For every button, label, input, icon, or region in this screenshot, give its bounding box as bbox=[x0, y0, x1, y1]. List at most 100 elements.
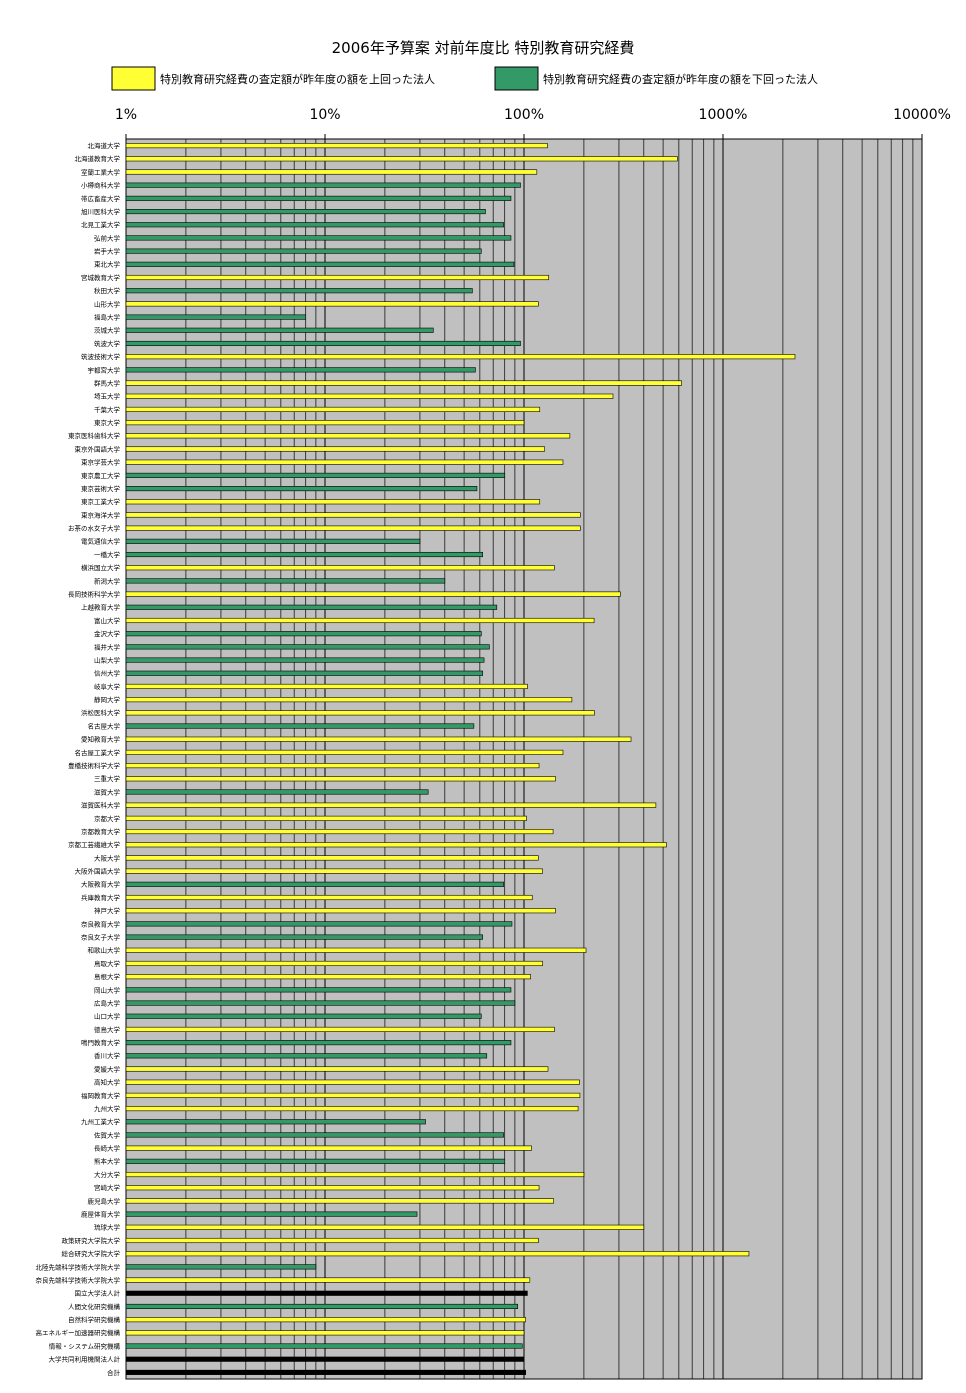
category-label: 政策研究大学院大学 bbox=[62, 1236, 121, 1245]
category-label: 和歌山大学 bbox=[88, 946, 121, 955]
bar bbox=[125, 987, 512, 993]
category-label: 弘前大学 bbox=[94, 233, 121, 242]
category-label: 岩手大学 bbox=[94, 247, 121, 256]
bar bbox=[125, 288, 473, 294]
category-label: 信州大学 bbox=[94, 669, 121, 678]
category-label: 人間文化研究機構 bbox=[68, 1302, 121, 1311]
category-label: 上越教育大学 bbox=[81, 603, 121, 612]
bar bbox=[125, 222, 504, 228]
bar bbox=[125, 1369, 527, 1375]
category-label: 電気通信大学 bbox=[81, 537, 121, 546]
category-label: 鳥取大学 bbox=[94, 959, 121, 968]
bar bbox=[125, 1040, 512, 1046]
category-label: 群馬大学 bbox=[94, 378, 121, 387]
category-label: 国立大学法人計 bbox=[75, 1289, 121, 1298]
category-label: 埼玉大学 bbox=[94, 392, 121, 401]
bar bbox=[125, 565, 555, 571]
bar bbox=[125, 1158, 506, 1164]
legend-label-down: 特別教育研究経費の査定額が昨年度の額を下回った法人 bbox=[543, 72, 818, 86]
bars bbox=[125, 143, 796, 1375]
category-label: 東京外国語大学 bbox=[75, 444, 121, 453]
category-label: 静岡大学 bbox=[94, 695, 121, 704]
category-label: 広島大学 bbox=[94, 998, 121, 1007]
category-label: 東京医科歯科大学 bbox=[68, 431, 121, 440]
category-label: 大分大学 bbox=[94, 1170, 121, 1179]
bar bbox=[125, 446, 545, 452]
bar bbox=[125, 723, 475, 729]
category-label: 名古屋大学 bbox=[88, 721, 121, 730]
bar bbox=[125, 894, 533, 901]
category-label: 総合研究大学院大学 bbox=[62, 1249, 121, 1258]
bar bbox=[125, 881, 504, 887]
category-label: お茶の水女子大学 bbox=[68, 524, 121, 533]
category-label: 北見工業大学 bbox=[81, 220, 121, 229]
category-label: 北海道教育大学 bbox=[75, 154, 121, 163]
bar bbox=[125, 591, 621, 597]
category-label: 東京芸術大学 bbox=[81, 484, 121, 493]
bar bbox=[125, 1317, 527, 1323]
bar bbox=[125, 802, 657, 808]
category-label: 岡山大学 bbox=[94, 985, 121, 994]
category-label: 福井大学 bbox=[94, 642, 121, 651]
category-label: 山形大学 bbox=[94, 299, 121, 308]
category-label: 名古屋工業大学 bbox=[75, 748, 121, 757]
bar bbox=[125, 934, 483, 940]
bar bbox=[125, 815, 527, 821]
legend: 特別教育研究経費の査定額が昨年度の額を上回った法人 特別教育研究経費の査定額が昨… bbox=[111, 66, 818, 91]
bar bbox=[125, 868, 543, 874]
category-label: 鹿屋体育大学 bbox=[81, 1210, 121, 1219]
bar bbox=[125, 354, 796, 360]
bar bbox=[125, 472, 506, 478]
bar bbox=[125, 789, 429, 795]
category-label: 長岡技術科学大学 bbox=[68, 590, 121, 599]
category-label: 大学共同利用機関法人計 bbox=[49, 1355, 121, 1364]
bar bbox=[125, 776, 556, 782]
category-label: 情報・システム研究機構 bbox=[49, 1341, 121, 1350]
bar bbox=[125, 1132, 504, 1138]
category-label: 長崎大学 bbox=[94, 1144, 121, 1153]
bar bbox=[125, 1171, 585, 1178]
bar bbox=[125, 604, 498, 610]
bar bbox=[125, 1290, 528, 1296]
bar bbox=[125, 1330, 525, 1336]
bar bbox=[125, 1198, 554, 1204]
category-label: 香川大学 bbox=[94, 1051, 121, 1060]
category-label: 奈良女子大学 bbox=[81, 932, 121, 941]
x-tick-label: 1000% bbox=[699, 107, 748, 123]
bar bbox=[125, 631, 482, 637]
x-tick-label: 10000% bbox=[893, 107, 951, 123]
category-label: 鳴門教育大学 bbox=[81, 1038, 121, 1047]
bar bbox=[125, 209, 486, 215]
bar bbox=[125, 169, 538, 175]
category-label: 帯広畜産大学 bbox=[81, 194, 121, 203]
bar bbox=[125, 248, 482, 254]
category-label: 合計 bbox=[107, 1368, 121, 1377]
category-label: 大阪大学 bbox=[94, 853, 121, 862]
category-label: 宮崎大学 bbox=[94, 1183, 121, 1192]
category-label: 筑波技術大学 bbox=[81, 352, 121, 361]
x-tick-label: 100% bbox=[504, 107, 544, 123]
category-label: 岐阜大学 bbox=[94, 682, 121, 691]
category-label: 福島大学 bbox=[94, 312, 121, 321]
category-label: 京都工芸繊維大学 bbox=[68, 840, 121, 849]
category-label: 大阪教育大学 bbox=[81, 880, 121, 889]
bar bbox=[125, 736, 632, 742]
category-label: 滋賀医科大学 bbox=[81, 801, 121, 810]
category-label: 茨城大学 bbox=[94, 326, 121, 335]
bar bbox=[125, 1106, 579, 1112]
category-label: 金沢大学 bbox=[94, 629, 121, 638]
bar bbox=[125, 1053, 488, 1059]
bar bbox=[125, 1264, 317, 1270]
bar bbox=[125, 908, 556, 914]
category-label: 鹿児島大学 bbox=[88, 1196, 121, 1205]
category-label: 九州工業大学 bbox=[81, 1117, 121, 1126]
category-label: 東京海洋大学 bbox=[81, 510, 121, 519]
category-label: 宇都宮大学 bbox=[88, 365, 121, 374]
category-label: 山梨大学 bbox=[94, 655, 121, 664]
category-label: 琉球大学 bbox=[94, 1223, 121, 1232]
category-label: 佐賀大学 bbox=[94, 1130, 121, 1139]
category-label: 一橋大学 bbox=[94, 550, 121, 559]
bar bbox=[125, 1343, 523, 1349]
category-label: 熊本大学 bbox=[94, 1157, 121, 1166]
category-label: 兵庫教育大学 bbox=[81, 893, 121, 902]
